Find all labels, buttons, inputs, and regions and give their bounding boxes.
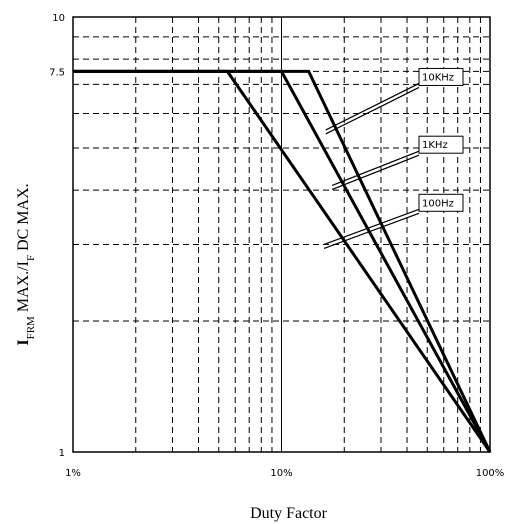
- x-tick-label: 1%: [65, 468, 81, 479]
- annotation-box: [418, 193, 464, 212]
- plot-frame: [72, 16, 491, 453]
- annotation-label: 100Hz: [422, 198, 454, 209]
- annotation-leader: [331, 154, 420, 190]
- annotation-label: 10KHz: [422, 72, 454, 83]
- y-tick-label: 7.5: [49, 67, 65, 78]
- y-axis-title: IFRM MAX./IF DC MAX.: [15, 183, 37, 345]
- grid-layer: [73, 17, 490, 452]
- annotation-box: [418, 135, 464, 154]
- x-tick-label: 100%: [476, 468, 505, 479]
- y-axis-title-sub1: FRM: [25, 316, 37, 339]
- annotation-leader: [323, 212, 420, 250]
- x-tick-label: 10%: [270, 468, 292, 479]
- series-line: [73, 69, 492, 453]
- y-axis-title-end: DC MAX.: [15, 183, 32, 255]
- y-tick-label: 10: [52, 13, 65, 24]
- series-layer: [73, 69, 492, 453]
- y-axis-title-sub2: F: [25, 255, 37, 261]
- x-axis-title: Duty Factor: [250, 505, 328, 522]
- annotation-leader: [325, 82, 420, 131]
- annotation-leader: [331, 150, 420, 186]
- y-tick-label: 1: [59, 448, 65, 459]
- tick-label-layer: 1% 10% 100% 1 7.5 10: [49, 13, 504, 479]
- annotation-leader: [325, 86, 420, 135]
- annotation-leader: [323, 208, 420, 246]
- annotation-label: 1KHz: [422, 140, 448, 151]
- annotation-layer: 10KHz 1KHz 100Hz: [323, 67, 464, 250]
- annotation-box: [418, 67, 464, 86]
- y-axis-title-main: I: [15, 339, 32, 345]
- y-axis-title-mid: MAX./I: [15, 261, 32, 316]
